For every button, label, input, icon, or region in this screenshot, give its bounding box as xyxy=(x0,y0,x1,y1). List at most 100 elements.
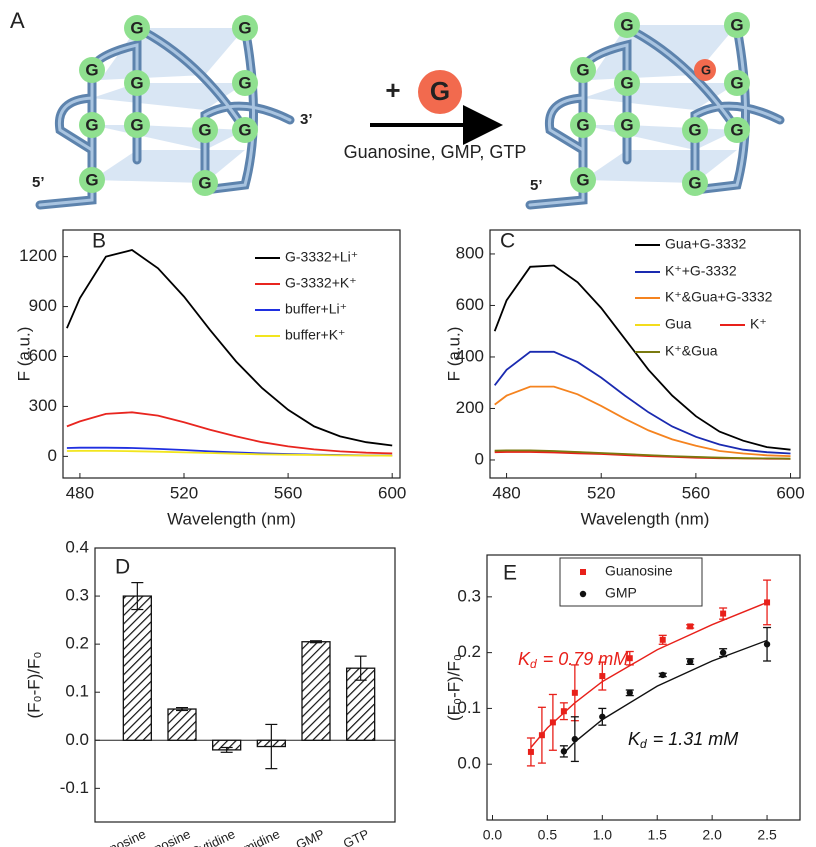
y-tick-label: 0 xyxy=(475,449,484,468)
legend-label: K⁺&Gua+G-3332 xyxy=(665,289,773,305)
panel-label: E xyxy=(503,562,517,585)
point xyxy=(720,610,727,617)
y-tick-label: 0.0 xyxy=(457,754,481,773)
g-node xyxy=(682,117,708,143)
g-node xyxy=(682,170,708,196)
x-tick-label: 560 xyxy=(682,483,710,502)
g-label: G xyxy=(198,120,211,139)
g-node xyxy=(614,112,640,138)
x-tick-label: 560 xyxy=(274,483,302,502)
g-node xyxy=(79,167,105,193)
g-label: G xyxy=(688,120,701,139)
y-tick-label: 0 xyxy=(48,446,57,465)
x-tick-label: GMP xyxy=(294,826,327,847)
g-node xyxy=(724,117,750,143)
y-tick-label: 300 xyxy=(29,396,57,415)
g-label: G xyxy=(198,173,211,192)
x-tick-label: Cytidine xyxy=(188,826,237,847)
x-tick-label: 0.0 xyxy=(483,827,503,843)
point xyxy=(763,641,771,648)
legend-label: G-3332+Li⁺ xyxy=(285,249,358,265)
x-tick-label: 600 xyxy=(776,483,804,502)
x-tick-label: 1.5 xyxy=(647,827,667,843)
point xyxy=(719,649,727,656)
g-label: G xyxy=(688,173,701,192)
legend-label: K⁺ xyxy=(750,316,767,332)
point xyxy=(626,689,633,696)
annotation-symbol: K xyxy=(628,729,641,749)
annotation-text: = 1.31 mM xyxy=(653,729,739,749)
g-label: G xyxy=(238,73,251,92)
g-label: G xyxy=(85,115,98,134)
x-tick-label: Guanosine xyxy=(85,826,148,847)
annotation-symbol: K xyxy=(518,649,531,669)
bar xyxy=(167,708,197,741)
point xyxy=(571,735,579,743)
five-prime: 5’ xyxy=(530,177,543,194)
y-tick-label: 600 xyxy=(456,295,484,314)
line xyxy=(493,350,791,455)
error-bar xyxy=(220,746,233,753)
line xyxy=(494,449,791,460)
point xyxy=(571,689,578,696)
y-axis-label: F (a.u.) xyxy=(444,327,463,382)
g-node xyxy=(614,12,640,38)
x-tick-label: GTP xyxy=(341,826,372,847)
point xyxy=(686,658,694,665)
x-tick-label: 480 xyxy=(66,483,94,502)
error-bar xyxy=(265,723,278,770)
legend-label: K⁺+G-3332 xyxy=(665,263,737,279)
g-label: G xyxy=(576,60,589,79)
g-node xyxy=(614,70,640,96)
point xyxy=(764,599,771,606)
g-label: G xyxy=(238,18,251,37)
g-node xyxy=(124,70,150,96)
g-node xyxy=(232,70,258,96)
y-tick-label: 1200 xyxy=(19,246,57,265)
diagram: G G G G G G G G G G G G G G G G G G G G G G + G G Guanosine, GMP,… xyxy=(32,12,785,210)
g-label: G xyxy=(576,170,589,189)
plot-frame xyxy=(489,229,801,479)
panel-label: B xyxy=(92,230,106,253)
x-tick-label: 520 xyxy=(170,483,198,502)
y-tick-label: 900 xyxy=(29,296,57,315)
y-tick-label: 0.3 xyxy=(457,586,481,605)
y-tick-label: 0.2 xyxy=(457,642,481,661)
panel-label: A xyxy=(10,8,25,33)
y-tick-label: 400 xyxy=(456,346,484,365)
g-node xyxy=(124,112,150,138)
bound-ligand: G xyxy=(701,62,711,77)
line xyxy=(493,264,791,451)
point xyxy=(549,719,556,726)
g-node xyxy=(124,15,150,41)
g-label: G xyxy=(730,120,743,139)
point xyxy=(560,748,568,755)
g-label: G xyxy=(130,18,143,37)
fit-line xyxy=(563,639,768,754)
three-prime: 3’ xyxy=(300,111,313,128)
point xyxy=(538,732,545,739)
bar xyxy=(122,595,152,741)
five-prime: 5’ xyxy=(32,174,45,191)
point xyxy=(659,671,666,679)
y-tick-label: 800 xyxy=(456,243,484,262)
plus: + xyxy=(385,75,400,105)
point xyxy=(687,623,694,630)
y-tick-label: 600 xyxy=(29,346,57,365)
g-label: G xyxy=(620,15,633,34)
ligand: G xyxy=(430,76,450,106)
g-node xyxy=(192,170,218,196)
g-label: G xyxy=(730,73,743,92)
g-node xyxy=(232,117,258,143)
y-tick-label: 0.4 xyxy=(65,537,89,556)
error-bar xyxy=(354,655,367,681)
bar xyxy=(301,641,331,741)
g-label: G xyxy=(130,115,143,134)
x-tick-label: 600 xyxy=(378,483,406,502)
y-tick-label: 0.3 xyxy=(65,586,89,605)
legend-swatch xyxy=(579,590,587,598)
g-label: G xyxy=(85,60,98,79)
error-bar xyxy=(131,582,144,611)
point xyxy=(560,708,567,715)
